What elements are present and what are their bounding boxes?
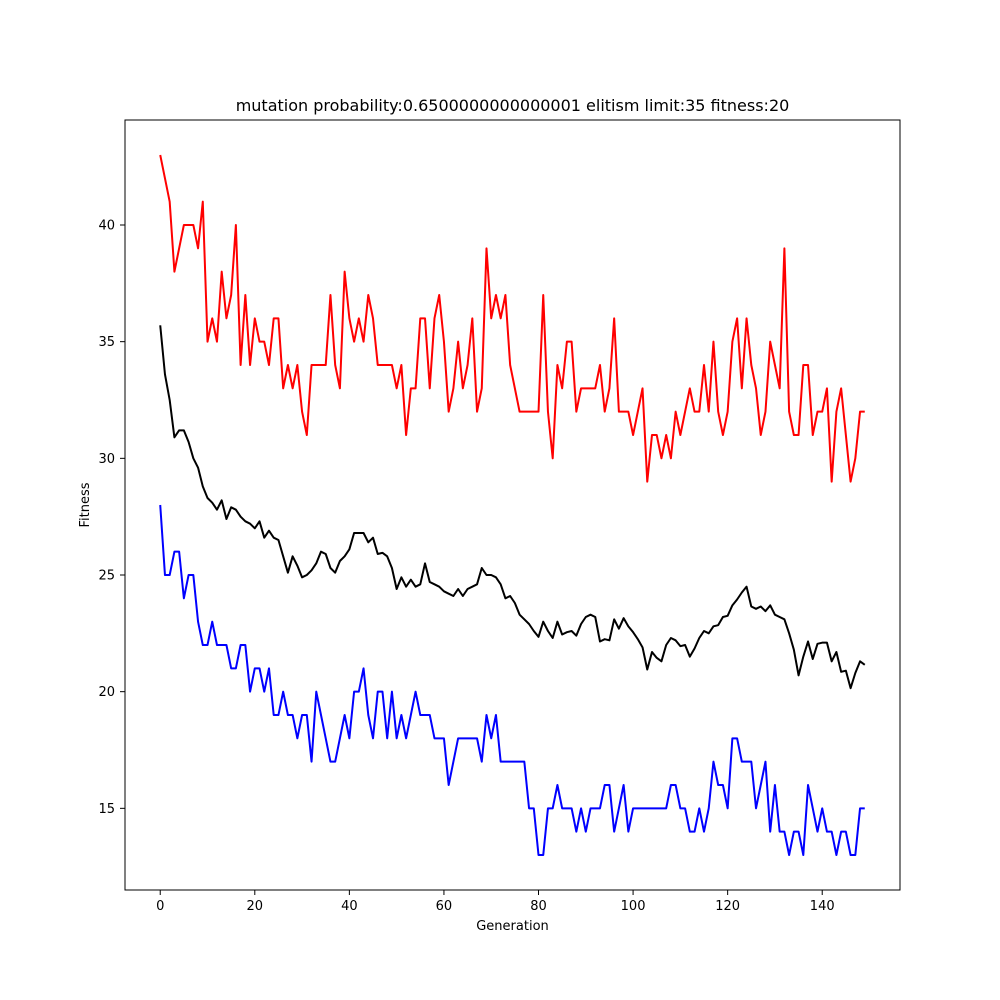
y-axis-title: Fitness [78,482,93,527]
x-axis-title: Generation [476,919,549,934]
x-tick-label: 60 [436,899,453,914]
y-tick-label: 35 [98,335,115,350]
x-axis: 0 20 40 60 80 100 120 140 [156,890,835,914]
y-tick-label: 40 [98,219,115,234]
y-tick-label: 15 [98,802,115,817]
y-tick-label: 20 [98,685,115,700]
x-tick-label: 40 [341,899,358,914]
x-tick-label: 80 [530,899,547,914]
series-line-2 [159,325,866,690]
x-tick-label: 120 [715,899,740,914]
y-tick-label: 25 [98,569,115,584]
series-line-3 [159,504,865,856]
plot-frame [124,119,901,891]
x-tick-label: 0 [156,899,164,914]
series-line-1 [159,154,865,483]
x-tick-label: 140 [810,899,835,914]
y-axis: 15 20 25 30 35 40 [98,219,125,817]
chart-title: mutation probability:0.6500000000000001 … [236,96,790,115]
plot-lines [159,154,866,856]
x-tick-label: 20 [247,899,264,914]
y-tick-label: 30 [98,452,115,467]
x-tick-label: 100 [621,899,646,914]
